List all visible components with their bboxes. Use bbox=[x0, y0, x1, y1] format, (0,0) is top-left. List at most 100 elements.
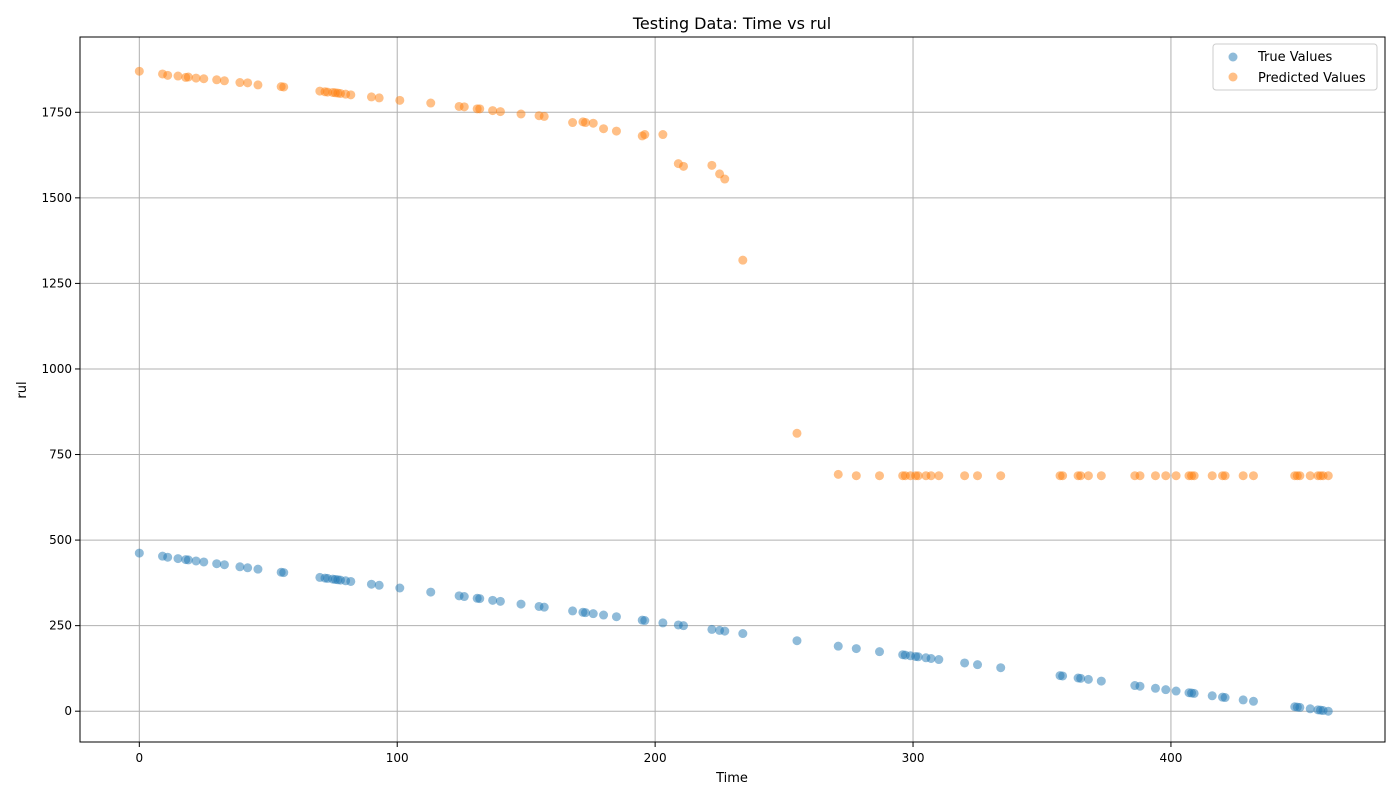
point-true-values bbox=[426, 587, 436, 597]
point-predicted-values bbox=[588, 118, 598, 128]
point-predicted-values bbox=[934, 471, 944, 481]
legend-label-true-values: True Values bbox=[1257, 50, 1332, 65]
point-true-values bbox=[611, 612, 621, 622]
point-true-values bbox=[1295, 702, 1305, 712]
point-predicted-values bbox=[1083, 471, 1093, 481]
point-true-values bbox=[134, 548, 144, 558]
grid bbox=[80, 37, 1385, 742]
point-predicted-values bbox=[235, 78, 245, 88]
y-tick-label: 1250 bbox=[41, 276, 72, 290]
point-true-values bbox=[173, 554, 183, 564]
point-predicted-values bbox=[973, 471, 983, 481]
point-predicted-values bbox=[738, 255, 748, 265]
point-predicted-values bbox=[1076, 471, 1086, 481]
point-predicted-values bbox=[279, 82, 289, 92]
point-true-values bbox=[253, 564, 263, 574]
point-predicted-values bbox=[1323, 471, 1333, 481]
legend-marker-predicted-values bbox=[1228, 72, 1238, 82]
point-true-values bbox=[875, 647, 885, 657]
point-predicted-values bbox=[1150, 471, 1160, 481]
point-predicted-values bbox=[199, 74, 209, 84]
point-predicted-values bbox=[599, 124, 609, 134]
point-predicted-values bbox=[1295, 471, 1305, 481]
legend-label-predicted-values: Predicted Values bbox=[1258, 71, 1366, 86]
point-true-values bbox=[1076, 673, 1086, 683]
y-tick-label: 1500 bbox=[41, 191, 72, 205]
point-predicted-values bbox=[833, 469, 843, 479]
point-true-values bbox=[792, 636, 802, 646]
point-true-values bbox=[1207, 691, 1217, 701]
point-true-values bbox=[346, 576, 356, 586]
point-true-values bbox=[191, 556, 201, 566]
chart-title: Testing Data: Time vs rul bbox=[632, 14, 831, 33]
point-predicted-values bbox=[875, 471, 885, 481]
point-true-values bbox=[475, 594, 485, 604]
point-true-values bbox=[1171, 686, 1181, 696]
point-predicted-values bbox=[426, 98, 436, 108]
point-true-values bbox=[599, 610, 609, 620]
legend: True Values Predicted Values bbox=[1212, 43, 1378, 91]
legend-box bbox=[1212, 43, 1378, 91]
point-predicted-values bbox=[475, 104, 485, 114]
point-true-values bbox=[395, 583, 405, 593]
point-predicted-values bbox=[720, 174, 730, 184]
point-predicted-values bbox=[960, 471, 970, 481]
y-tick-label: 250 bbox=[49, 619, 72, 633]
point-predicted-values bbox=[243, 78, 253, 88]
point-true-values bbox=[212, 559, 222, 569]
point-true-values bbox=[1305, 704, 1315, 714]
x-tick-label: 400 bbox=[1159, 751, 1182, 765]
point-true-values bbox=[366, 579, 376, 589]
point-predicted-values bbox=[580, 118, 590, 128]
point-true-values bbox=[374, 580, 384, 590]
point-predicted-values bbox=[640, 130, 650, 140]
point-predicted-values bbox=[1220, 471, 1230, 481]
point-predicted-values bbox=[1096, 471, 1106, 481]
point-true-values bbox=[199, 557, 209, 567]
data-points bbox=[134, 66, 1333, 716]
point-predicted-values bbox=[374, 93, 384, 103]
point-predicted-values bbox=[1058, 471, 1068, 481]
point-predicted-values bbox=[516, 109, 526, 119]
point-predicted-values bbox=[134, 66, 144, 76]
point-true-values bbox=[1238, 695, 1248, 705]
point-predicted-values bbox=[678, 161, 688, 171]
point-predicted-values bbox=[163, 70, 173, 80]
point-true-values bbox=[243, 563, 253, 573]
point-true-values bbox=[580, 608, 590, 618]
point-predicted-values bbox=[1238, 471, 1248, 481]
point-true-values bbox=[495, 596, 505, 606]
point-true-values bbox=[678, 621, 688, 631]
point-predicted-values bbox=[1135, 471, 1145, 481]
x-axis-label: Time bbox=[715, 771, 748, 786]
y-axis-label: rul bbox=[15, 381, 30, 398]
point-predicted-values bbox=[219, 76, 229, 86]
point-true-values bbox=[1323, 706, 1333, 716]
point-true-values bbox=[1161, 685, 1171, 695]
point-true-values bbox=[516, 599, 526, 609]
point-predicted-values bbox=[1305, 471, 1315, 481]
point-predicted-values bbox=[459, 102, 469, 112]
point-true-values bbox=[973, 660, 983, 670]
x-tick-label: 300 bbox=[902, 751, 925, 765]
point-true-values bbox=[738, 629, 748, 639]
point-predicted-values bbox=[366, 92, 376, 102]
point-true-values bbox=[279, 568, 289, 578]
point-predicted-values bbox=[183, 72, 193, 82]
point-true-values bbox=[833, 641, 843, 651]
point-true-values bbox=[1058, 671, 1068, 681]
x-axis-ticks: 0 100 200 300 400 bbox=[135, 742, 1182, 765]
point-true-values bbox=[1135, 681, 1145, 691]
y-axis-ticks: 0 250 500 750 1000 1250 1500 1750 bbox=[41, 105, 80, 718]
x-tick-label: 0 bbox=[135, 751, 143, 765]
y-tick-label: 0 bbox=[64, 704, 72, 718]
point-predicted-values bbox=[1161, 471, 1171, 481]
point-true-values bbox=[235, 562, 245, 572]
point-predicted-values bbox=[253, 80, 263, 90]
point-true-values bbox=[851, 644, 861, 654]
point-predicted-values bbox=[851, 471, 861, 481]
point-predicted-values bbox=[792, 428, 802, 438]
point-true-values bbox=[1150, 683, 1160, 693]
point-predicted-values bbox=[568, 118, 578, 128]
